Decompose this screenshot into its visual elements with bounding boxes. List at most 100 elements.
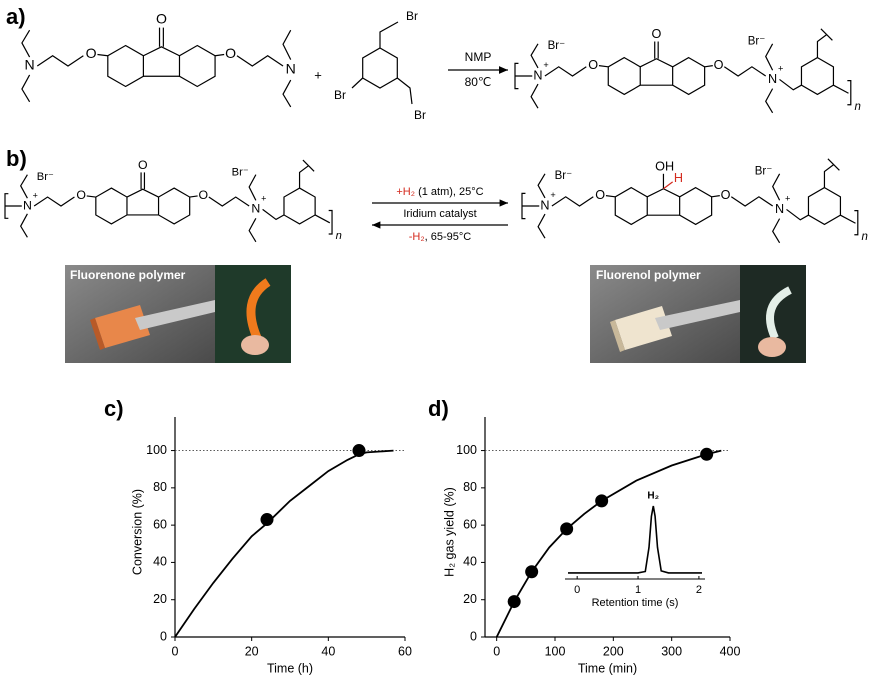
atom-label: + (550, 190, 555, 200)
ring (284, 188, 315, 224)
atom-label: Br⁻ (755, 166, 773, 178)
ring (801, 58, 833, 95)
atom-label: O (86, 45, 97, 61)
bond (538, 174, 545, 198)
ring (680, 188, 712, 225)
panel-label: c) (104, 396, 124, 421)
atom-label: Br (334, 88, 346, 102)
bond (731, 197, 772, 206)
structure: N O O O N (22, 11, 296, 107)
panel-label: d) (428, 396, 449, 421)
atom-label: + (33, 190, 38, 200)
panel-label: a) (6, 4, 26, 29)
y-tick-label: 60 (153, 517, 167, 531)
bond (712, 196, 720, 197)
x-tick-label: 100 (545, 644, 566, 658)
ring (179, 46, 215, 87)
bond (37, 56, 83, 66)
chromatogram (568, 505, 702, 574)
ring (608, 58, 640, 95)
inset-tick-label: 1 (635, 584, 641, 596)
atom-label: O (714, 58, 724, 72)
atom-label: H (674, 171, 683, 185)
atom-label: O (138, 158, 148, 172)
x-tick-label: 40 (321, 644, 335, 658)
bond (599, 66, 608, 67)
atom-label: O (595, 188, 605, 202)
bond (263, 209, 284, 219)
ring (673, 58, 705, 95)
bond (545, 67, 586, 76)
bond (215, 54, 224, 55)
bond (780, 79, 802, 89)
data-point (700, 447, 714, 461)
atom-label: + (261, 194, 266, 204)
y-tick-label: 40 (153, 555, 167, 569)
bond (817, 35, 826, 58)
bond (143, 47, 179, 56)
bond (300, 166, 309, 188)
atom-label: N (23, 198, 32, 212)
reverse-conditions: -H₂, 65-95°C (409, 231, 472, 243)
data-point (595, 494, 609, 508)
reagent: NMP (465, 50, 492, 64)
peak-label: H₂ (647, 491, 659, 502)
bond (237, 56, 283, 66)
atom-label: N (25, 57, 35, 73)
bond (531, 44, 538, 68)
y-tick-label: 0 (470, 629, 477, 643)
bond (647, 189, 679, 197)
ring (159, 188, 190, 224)
inset-axis-label: Retention time (s) (592, 597, 679, 609)
data-point (352, 444, 366, 458)
bond (379, 21, 399, 48)
bond (209, 197, 249, 206)
atom-label: O (652, 27, 662, 41)
ring (615, 188, 647, 225)
bond (22, 30, 30, 57)
bond (606, 196, 615, 197)
x-tick-label: 0 (493, 644, 500, 658)
bond (663, 182, 672, 189)
atom-label: O (76, 188, 86, 202)
x-tick-label: 200 (603, 644, 624, 658)
plus-sign: + (314, 67, 322, 82)
bond (351, 77, 364, 89)
atom-label: + (543, 60, 548, 70)
atom-label: N (286, 61, 296, 77)
bond (821, 29, 833, 41)
ring (96, 188, 127, 224)
y-tick-label: 0 (160, 629, 167, 643)
atom-label: O (198, 188, 208, 202)
bond (34, 197, 74, 206)
y-tick-label: 40 (463, 555, 477, 569)
panel-label: b) (6, 146, 27, 171)
bond (87, 196, 96, 197)
y-tick-label: 100 (146, 443, 167, 457)
bond (552, 197, 593, 206)
bond (97, 54, 107, 55)
atom-label: n (854, 101, 860, 113)
atom-label: O (721, 188, 731, 202)
atom-label: N (775, 202, 784, 216)
bond (538, 214, 545, 238)
structure: Br Br Br (334, 9, 426, 122)
ring (362, 47, 398, 89)
bond (766, 89, 773, 113)
ring (808, 188, 840, 225)
forward-conditions: +H₂ (1 atm), 25°C (396, 186, 483, 198)
atom-label: N (540, 198, 549, 212)
bond (249, 218, 256, 242)
bond (329, 210, 332, 234)
bond (824, 165, 833, 188)
bond (847, 81, 850, 105)
bond (127, 189, 159, 197)
data-point (560, 522, 574, 536)
y-tick-label: 80 (463, 480, 477, 494)
ring (108, 46, 144, 87)
atom-label: Br⁻ (555, 170, 573, 182)
bond (21, 214, 28, 238)
